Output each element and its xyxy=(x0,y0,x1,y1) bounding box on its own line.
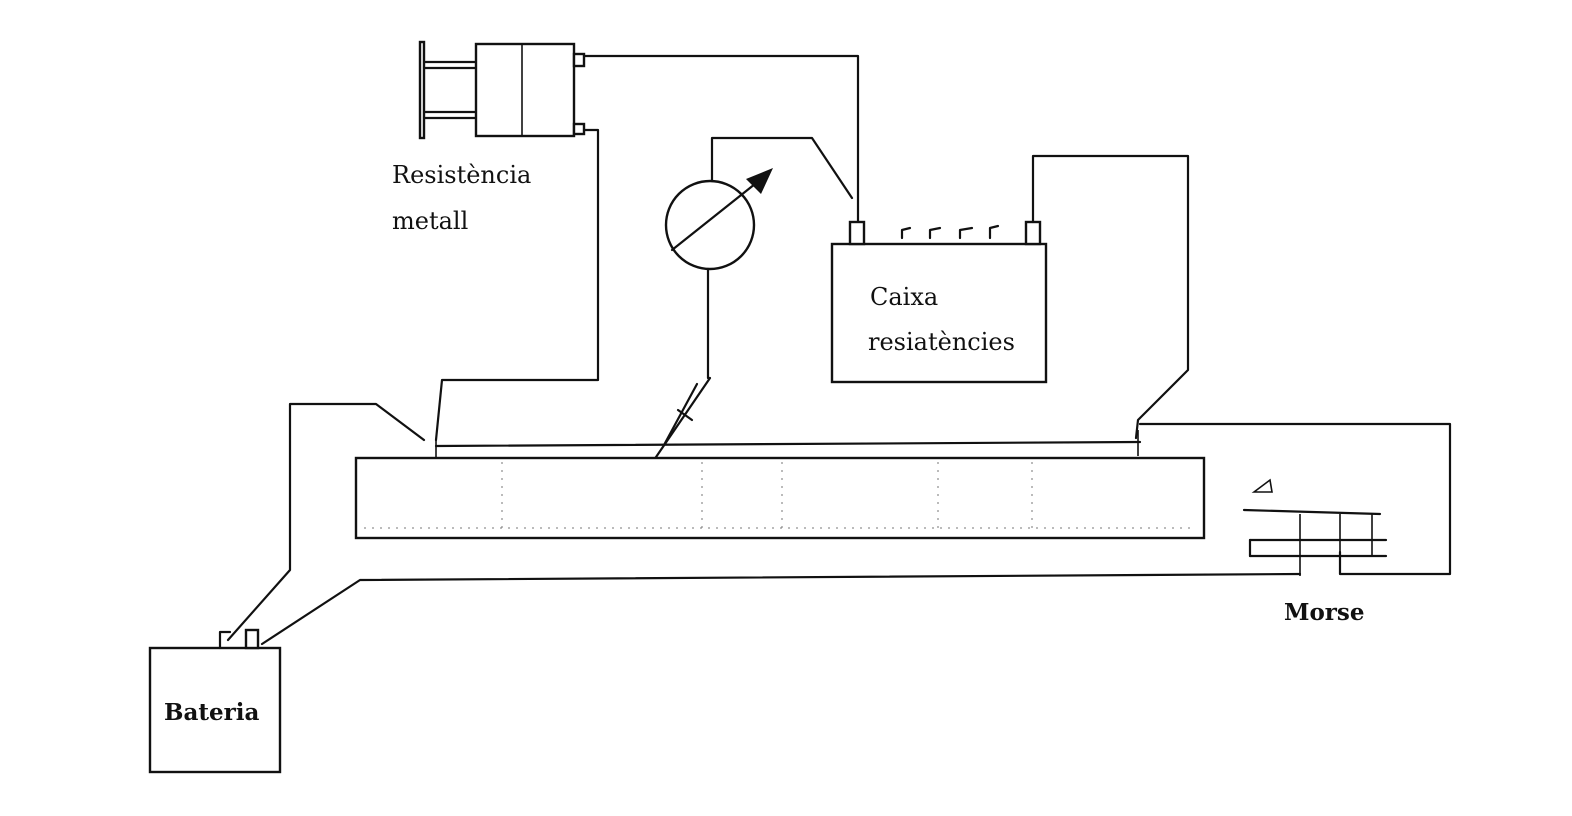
galvanometer xyxy=(664,168,773,271)
meter-bridge xyxy=(354,456,1206,540)
resistance-box-label-line2: resiatències xyxy=(868,328,1015,356)
metal-resistance-body xyxy=(474,42,576,138)
slider-contact-parallel xyxy=(662,382,699,447)
battery-body xyxy=(148,646,282,774)
wire-galvanometer-to-slider xyxy=(652,267,712,462)
slider-contact-mark xyxy=(676,408,694,422)
battery-terminal-right xyxy=(244,628,260,650)
galvanometer-needle xyxy=(670,178,762,252)
morse-key-knob-icon xyxy=(1251,478,1273,493)
bridge-contact-line xyxy=(434,440,1142,448)
wire-galvanometer-to-resistance-box xyxy=(710,136,854,200)
metal-resistance-terminal-bottom xyxy=(572,122,586,136)
resistance-box-plug-3 xyxy=(958,226,974,240)
metal-resistance xyxy=(418,40,586,140)
battery-label: Bateria xyxy=(164,699,259,726)
resistance-box-terminal-left xyxy=(848,220,866,246)
meter-bridge-bar xyxy=(354,456,1206,540)
metal-resistance-label-line1: Resistència xyxy=(392,161,531,189)
resistance-box-plug-2 xyxy=(928,226,942,240)
wire-resistance-box-to-bridge xyxy=(1031,154,1190,440)
wire-metal-resistance-to-bridge xyxy=(434,128,600,442)
battery-terminal-left xyxy=(218,630,232,650)
resistance-box-label-line1: Caixa xyxy=(870,283,938,311)
metal-resistance-terminal-top xyxy=(572,52,586,68)
metal-resistance-end-plate xyxy=(418,40,426,140)
resistance-box xyxy=(830,220,1048,384)
battery xyxy=(148,628,282,774)
wire-bridge-to-battery xyxy=(226,402,426,642)
morse-key-lever xyxy=(1242,508,1382,516)
resistance-box-terminal-right xyxy=(1024,220,1042,246)
wire-metal-resistance-to-resistance-box xyxy=(582,54,860,224)
resistance-box-plug-1 xyxy=(900,226,912,240)
wire-morse-to-battery xyxy=(260,572,1302,646)
galvanometer-arrow-icon xyxy=(746,168,773,194)
morse-label: Morse xyxy=(1284,599,1365,626)
resistance-box-body xyxy=(830,242,1048,384)
morse-key xyxy=(1242,478,1388,576)
resistance-box-plug-4 xyxy=(988,224,1000,240)
metal-resistance-label-line2: metall xyxy=(392,207,468,235)
